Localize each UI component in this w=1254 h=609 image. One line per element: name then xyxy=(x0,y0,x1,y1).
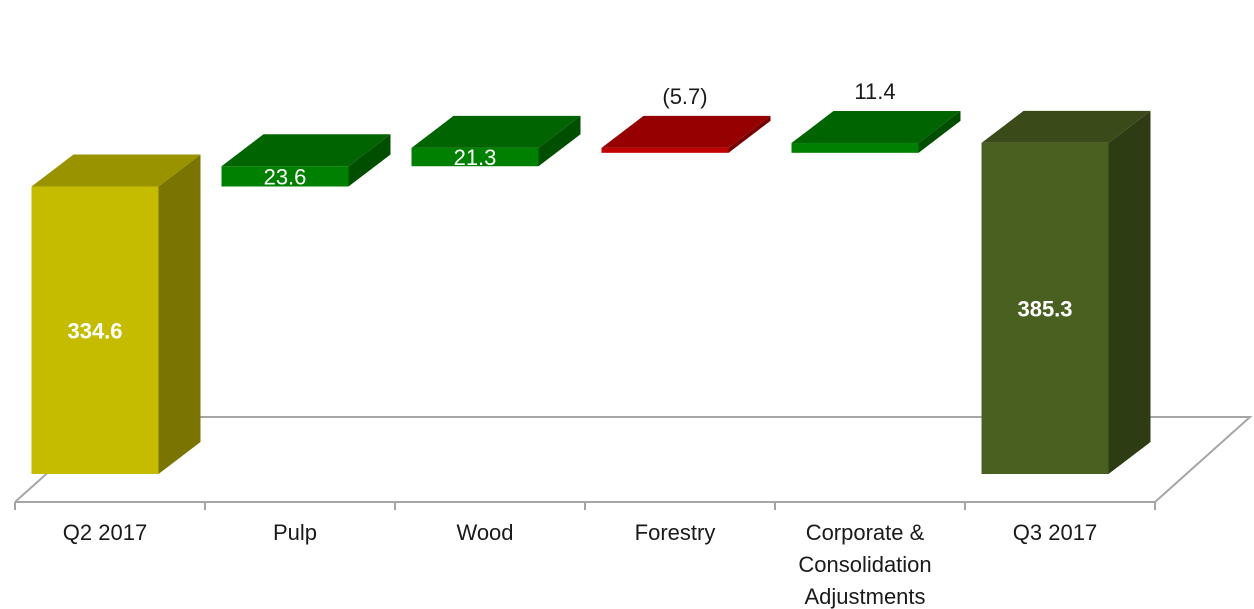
bar-top xyxy=(221,134,391,167)
category-label: Q3 2017 xyxy=(1013,520,1097,545)
bar-side xyxy=(1108,110,1151,474)
bar-side xyxy=(538,115,581,167)
bar-0 xyxy=(31,154,201,474)
chart-bars xyxy=(31,110,1151,475)
bar-side xyxy=(158,154,201,474)
bar-top xyxy=(31,154,201,187)
bar-side xyxy=(918,111,961,153)
bar-2 xyxy=(411,115,581,167)
category-label: Pulp xyxy=(273,520,317,545)
bar-front xyxy=(31,186,159,474)
bar-top xyxy=(791,111,961,144)
bar-4 xyxy=(791,111,961,153)
value-label: 21.3 xyxy=(454,145,497,170)
bar-top xyxy=(981,110,1151,143)
bar-side xyxy=(348,134,391,187)
bar-front xyxy=(791,143,919,153)
bar-front xyxy=(601,147,729,153)
bar-front xyxy=(411,147,539,167)
bar-front xyxy=(221,166,349,187)
category-label: Q2 2017 xyxy=(63,520,147,545)
bar-front xyxy=(981,142,1109,475)
value-label: 334.6 xyxy=(67,318,122,343)
category-label: Forestry xyxy=(635,520,716,545)
bar-top xyxy=(411,115,581,148)
category-label: Corporate & Consolidation Adjustments xyxy=(798,520,931,609)
bar-5 xyxy=(981,110,1151,475)
chart-value-labels: 334.6 23.6 21.3 (5.7) 11.4 385.3 xyxy=(67,79,1072,343)
value-label: 385.3 xyxy=(1017,296,1072,321)
category-label: Wood xyxy=(456,520,513,545)
x-axis: Q2 2017 Pulp Wood Forestry Corporate & Consol… xyxy=(14,501,1156,609)
value-label: 23.6 xyxy=(264,164,307,189)
bar-3 xyxy=(601,115,771,153)
value-label: (5.7) xyxy=(662,84,707,109)
bar-top xyxy=(601,115,771,148)
bar-1 xyxy=(221,134,391,187)
value-label: 11.4 xyxy=(854,79,895,104)
bar-side xyxy=(728,115,771,153)
